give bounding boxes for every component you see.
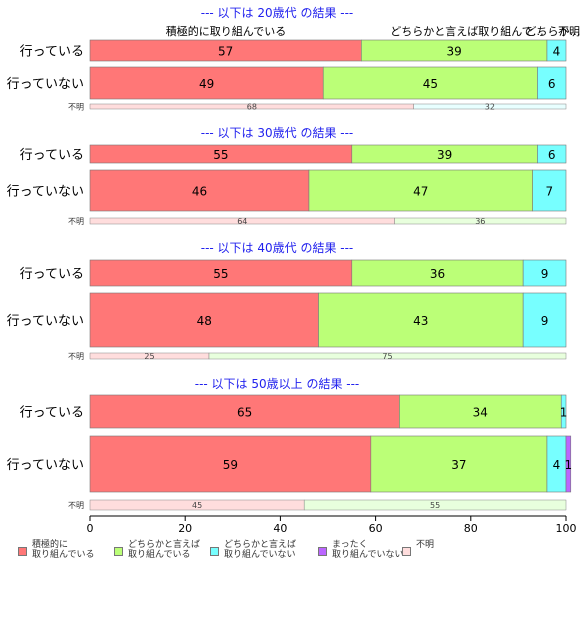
legend-label: まったく 取り組んでいない: [332, 540, 404, 560]
bar-segment: [89, 394, 400, 429]
x-tick-label: 0: [87, 522, 94, 535]
missing-value-label: 68: [247, 103, 257, 112]
data-label: 55: [213, 267, 228, 281]
data-label: 9: [541, 267, 549, 281]
row-label: 行っていない: [7, 314, 84, 329]
data-label: 1: [560, 406, 568, 420]
bar-segment: [89, 66, 324, 100]
missing-label: 不明: [68, 217, 84, 226]
bar-segment: [560, 394, 567, 429]
bar-segment: [318, 292, 524, 348]
bar-segment: [89, 435, 372, 493]
missing-value-label: 36: [475, 217, 485, 226]
data-label: 39: [446, 45, 461, 59]
data-label: 43: [413, 314, 428, 328]
bar-segment: [351, 259, 524, 287]
missing-segment: [208, 352, 567, 360]
bar-segment: [399, 394, 562, 429]
legend-swatch: [114, 547, 123, 556]
missing-label: 不明: [68, 103, 84, 112]
panel-title: --- 以下は 40歳代 の結果 ---: [201, 241, 354, 255]
missing-label: 不明: [68, 501, 84, 510]
data-label: 9: [541, 314, 549, 328]
missing-value-label: 75: [382, 352, 392, 361]
data-label: 4: [553, 45, 561, 59]
bar-segment: [532, 169, 567, 212]
bar-segment: [522, 259, 567, 287]
bar-segment: [546, 39, 567, 62]
bar-segment: [89, 169, 310, 212]
legend-swatch: [402, 547, 411, 556]
x-tick-label: 20: [178, 522, 192, 535]
bar-segment: [370, 435, 548, 493]
missing-label: 不明: [68, 352, 84, 361]
x-tick-label: 80: [464, 522, 478, 535]
bar-segment: [322, 66, 538, 100]
chart-marks: 積極的に取り組んでいる どちらかと言えば取り組んで…どちらか…不明--- 以下は …: [7, 6, 580, 511]
bar-segment: [537, 66, 567, 100]
data-label: 45: [423, 77, 438, 91]
column-header: どちらか…: [526, 25, 580, 38]
data-label: 65: [237, 406, 252, 420]
missing-value-label: 32: [485, 103, 495, 112]
x-tick-label: 40: [273, 522, 287, 535]
missing-value-label: 64: [237, 217, 247, 226]
bar-segment: [89, 292, 319, 348]
missing-segment: [303, 499, 567, 511]
data-label: 49: [199, 77, 214, 91]
row-label: 行っている: [20, 267, 84, 282]
data-label: 6: [548, 77, 556, 91]
data-label: 4: [553, 458, 561, 472]
panel-title: --- 以下は 20歳代 の結果 ---: [201, 6, 354, 20]
missing-segment: [413, 103, 567, 110]
data-label: 47: [413, 185, 428, 199]
data-label: 57: [218, 45, 233, 59]
column-header: どちらかと言えば取り組んで…: [390, 25, 543, 38]
legend-swatch: [318, 547, 327, 556]
row-label: 行っている: [20, 148, 84, 163]
data-label: 7: [546, 185, 554, 199]
bar-segment: [89, 259, 353, 287]
row-label: 行っている: [20, 45, 84, 60]
missing-value-label: 25: [144, 352, 154, 361]
bar-segment: [308, 169, 533, 212]
legend-swatch: [210, 547, 219, 556]
legend-label: どちらかと言えば 取り組んでいない: [224, 540, 297, 560]
legend-label: 積極的に 取り組んでいる: [32, 540, 95, 560]
data-label: 55: [213, 148, 228, 162]
missing-value-label: 55: [430, 501, 440, 510]
data-label: 34: [473, 406, 488, 420]
data-label: 48: [197, 314, 212, 328]
bar-segment: [537, 144, 567, 164]
missing-value-label: 45: [192, 501, 202, 510]
data-label: 46: [192, 185, 207, 199]
legend-label: 不明: [416, 540, 435, 550]
x-axis: 0 20 40 60 80 100: [87, 515, 577, 535]
data-label: 6: [548, 148, 556, 162]
column-header: 不明: [558, 25, 580, 38]
data-label: 1: [565, 458, 573, 472]
data-label: 37: [451, 458, 466, 472]
bar-segment: [522, 292, 567, 348]
row-label: 行っていない: [7, 77, 84, 92]
panel-title: --- 以下は 30歳代 の結果 ---: [201, 126, 354, 140]
data-label: 59: [223, 458, 238, 472]
panel-title: --- 以下は 50歳以上 の結果 ---: [195, 377, 360, 391]
row-label: 行っていない: [7, 185, 84, 200]
data-label: 36: [430, 267, 445, 281]
data-label: 39: [437, 148, 452, 162]
row-label: 行っていない: [7, 458, 84, 473]
column-header: 積極的に取り組んでいる: [166, 24, 286, 38]
bar-segment: [565, 435, 572, 493]
legend-swatch: [18, 547, 27, 556]
x-tick-label: 100: [556, 522, 577, 535]
legend-label: どちらかと言えば 取り組んでいる: [128, 540, 201, 560]
missing-segment: [394, 217, 567, 225]
legend: 積極的に 取り組んでいる どちらかと言えば 取り組んでいる どちらかと言えば 取り組…: [18, 540, 578, 566]
row-label: 行っている: [20, 406, 84, 421]
x-tick-label: 60: [369, 522, 383, 535]
